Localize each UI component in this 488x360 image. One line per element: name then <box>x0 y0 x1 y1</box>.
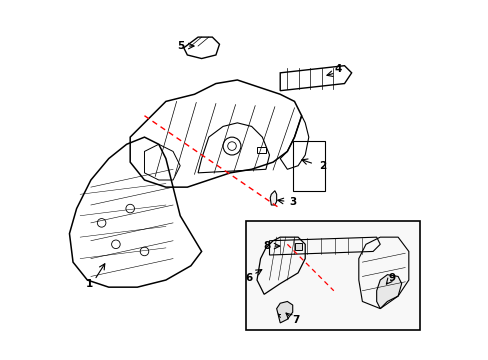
Text: 6: 6 <box>245 273 252 283</box>
Text: 5: 5 <box>177 41 184 51</box>
Text: 3: 3 <box>288 197 296 207</box>
Bar <box>294 243 302 249</box>
Text: 2: 2 <box>319 161 326 171</box>
Bar <box>257 147 265 153</box>
Polygon shape <box>270 191 276 205</box>
Bar <box>246 221 419 330</box>
Text: 4: 4 <box>334 64 342 74</box>
Bar <box>246 221 419 330</box>
Text: 9: 9 <box>387 273 394 283</box>
Polygon shape <box>376 275 401 309</box>
Text: 1: 1 <box>85 279 93 289</box>
Polygon shape <box>276 301 292 323</box>
Text: 7: 7 <box>292 315 299 325</box>
Text: 8: 8 <box>263 241 270 251</box>
Bar <box>292 141 324 191</box>
